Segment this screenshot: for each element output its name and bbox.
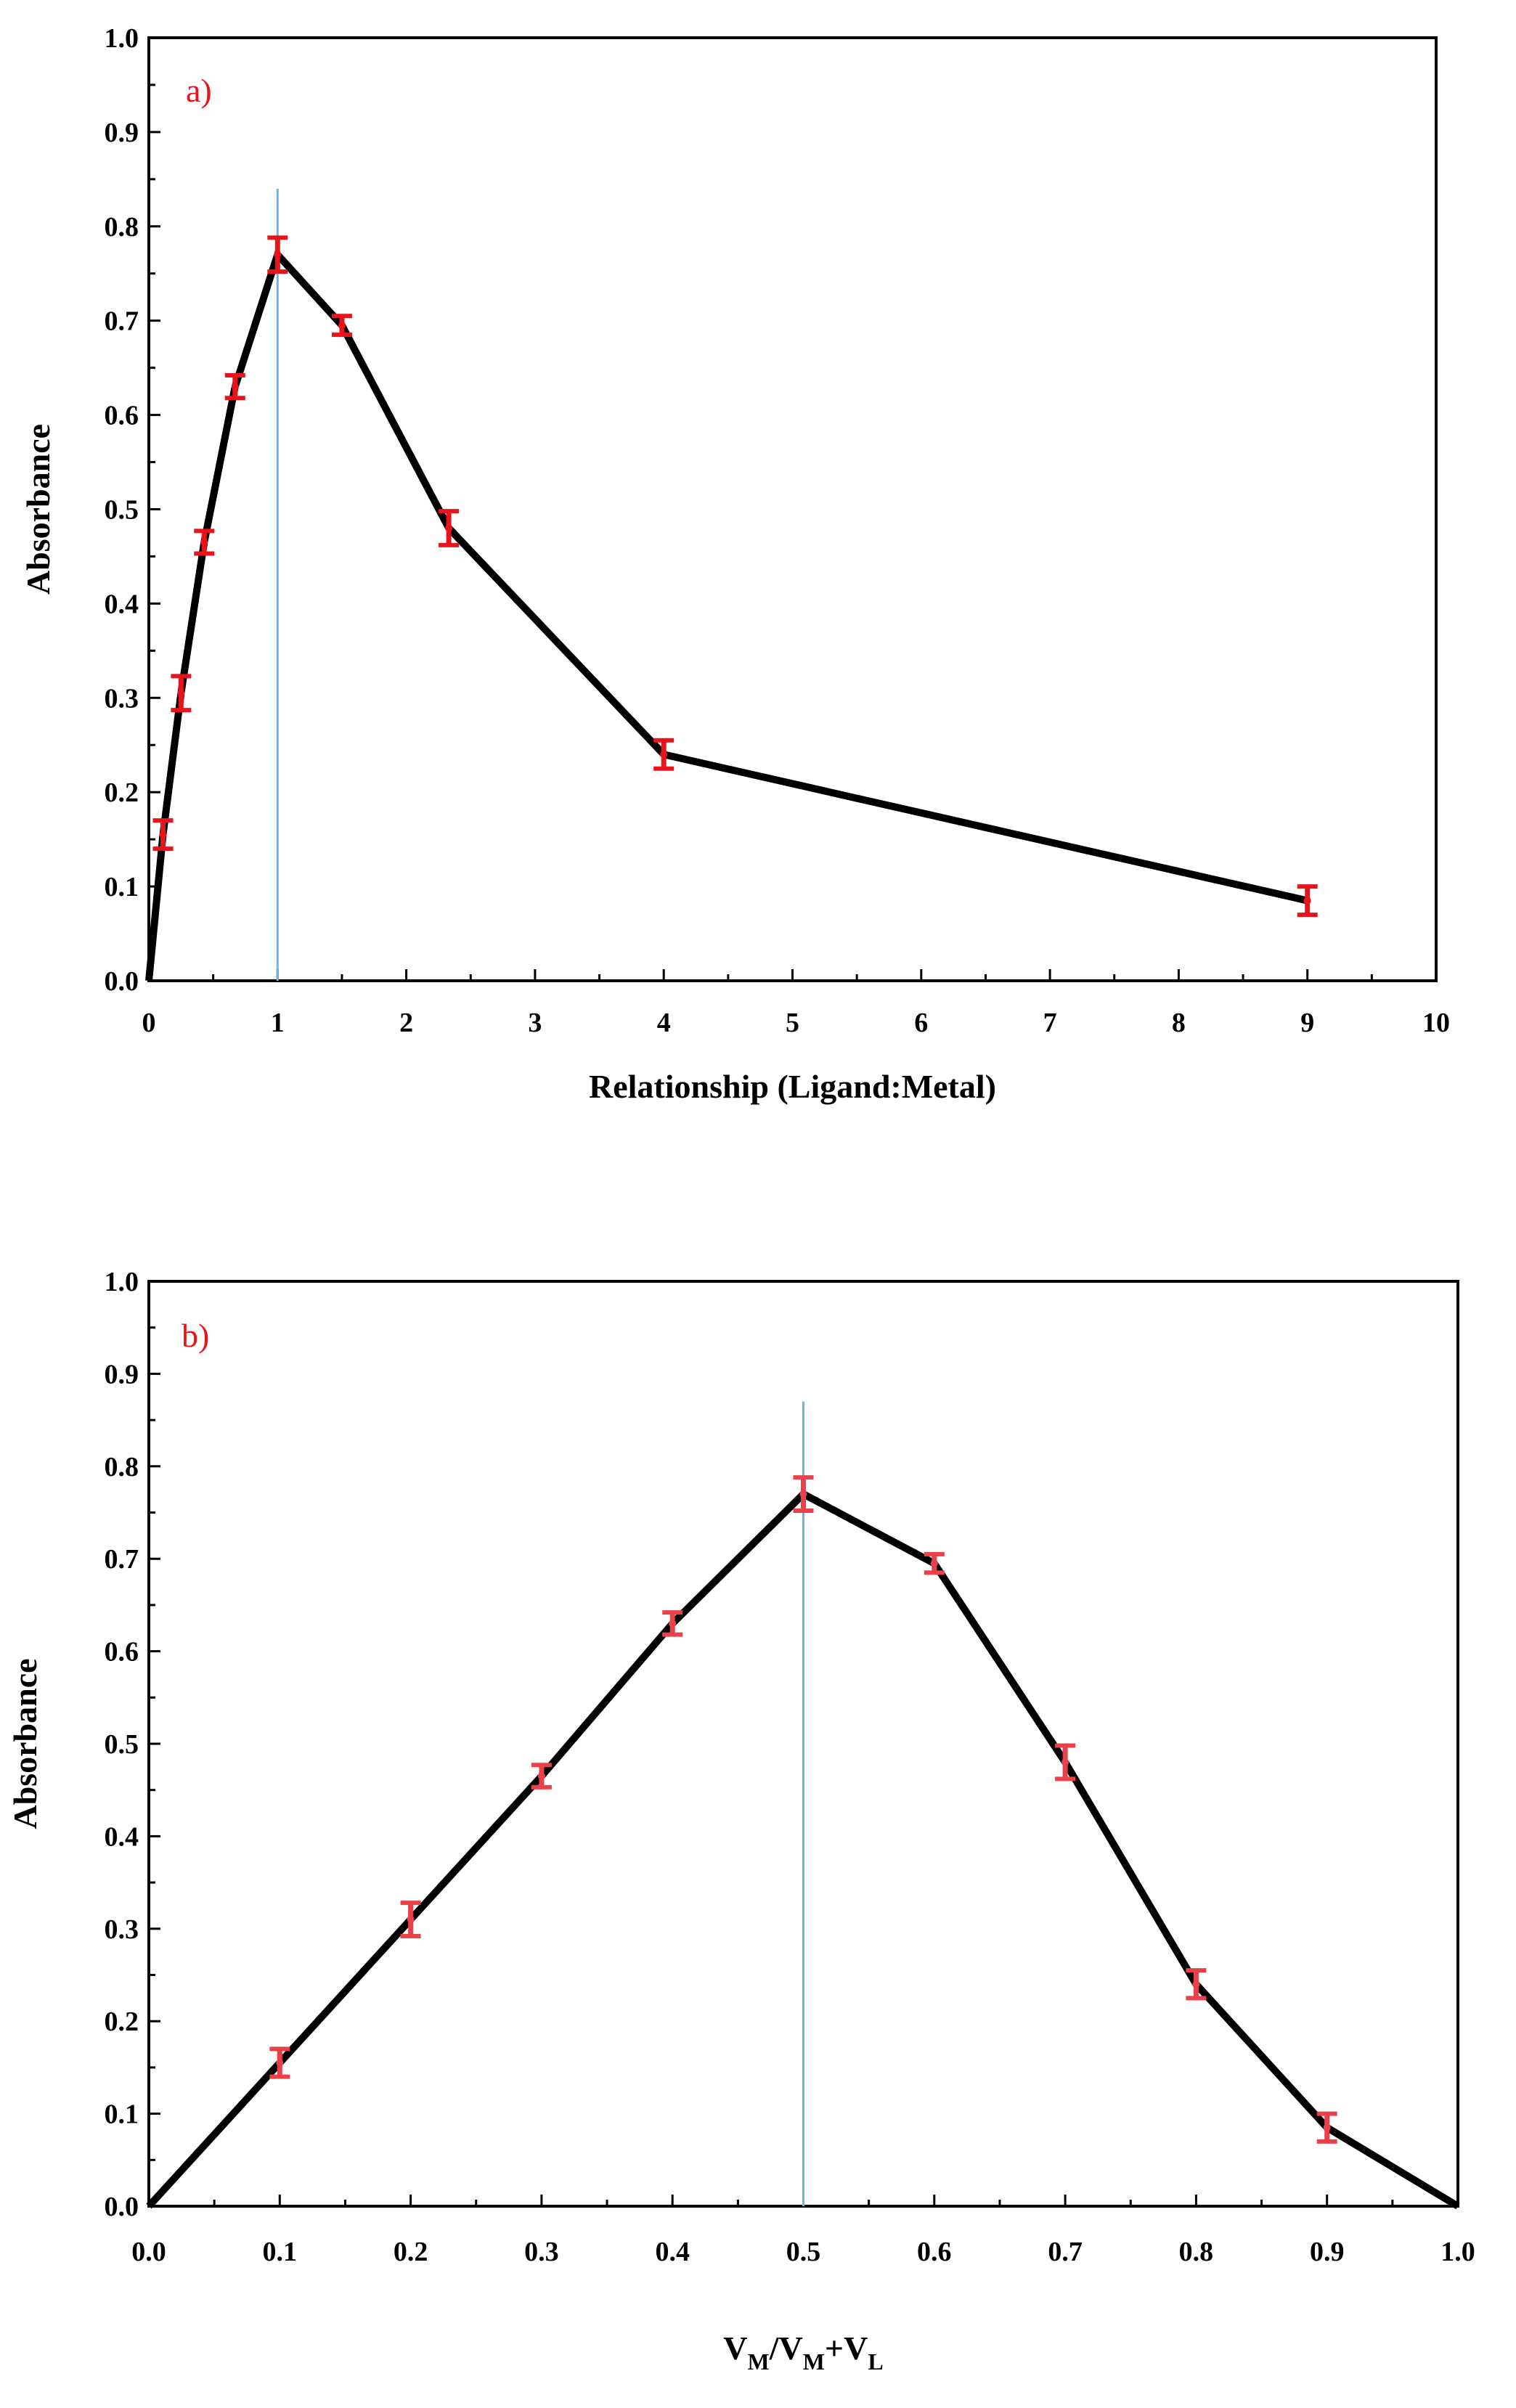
data-point xyxy=(1192,1980,1200,1988)
x-tick-label: 0.7 xyxy=(1048,2237,1083,2267)
x-tick-label: 0.0 xyxy=(131,2237,166,2267)
x-axis-title-part: +V xyxy=(825,2330,868,2367)
series-line xyxy=(145,248,1308,981)
data-point xyxy=(200,538,208,546)
x-tick-label: 0.6 xyxy=(917,2237,952,2267)
y-tick-label: 0.6 xyxy=(105,401,139,431)
data-point xyxy=(231,383,239,391)
x-axis-title-subscript: M xyxy=(803,2348,825,2375)
x-tick-label: 7 xyxy=(1043,1008,1057,1038)
data-point xyxy=(274,250,282,258)
x-tick-label: 2 xyxy=(399,1008,413,1038)
y-tick-label: 0.1 xyxy=(105,872,139,902)
error-bar xyxy=(1055,1743,1076,1781)
panel-b-chart: 0.0 0.1 0.2 0.3 0.4 0.5 0.6 0.7 0.8 0.9 1.0 0.0 0.1 0… xyxy=(7,1267,1475,2375)
x-tick-label: 10 xyxy=(1422,1008,1450,1038)
y-tick-label: 0.4 xyxy=(105,1821,139,1852)
data-point xyxy=(177,689,185,697)
y-tick-label: 0.8 xyxy=(105,1452,139,1482)
y-tick-label: 1.0 xyxy=(105,23,139,54)
x-tick-label: 0 xyxy=(142,1008,156,1038)
data-point xyxy=(1323,2123,1331,2131)
data-point xyxy=(799,1490,807,1498)
error-bar xyxy=(194,528,215,556)
error-bar xyxy=(224,373,245,401)
error-bar xyxy=(793,1475,814,1513)
x-tick-label: 0.9 xyxy=(1310,2237,1345,2267)
y-tick-label: 0.3 xyxy=(105,683,139,714)
x-tick-label: 0.2 xyxy=(394,2237,428,2267)
error-bar xyxy=(1297,884,1318,918)
x-tick-label: 0.4 xyxy=(655,2237,690,2267)
error-bar xyxy=(653,738,675,771)
error-bar xyxy=(1186,1968,1207,2001)
x-tick-label: 0.1 xyxy=(263,2237,298,2267)
data-point xyxy=(276,2059,284,2067)
data-point xyxy=(1061,1758,1069,1766)
error-bar xyxy=(269,2046,290,2079)
data-point xyxy=(660,751,668,759)
y-tick-label: 0.9 xyxy=(105,1359,139,1389)
error-bar xyxy=(152,818,174,852)
y-axis-title: Absorbance xyxy=(20,424,57,595)
y-tick-label: 0.1 xyxy=(105,2099,139,2130)
x-axis-title-subscript: M xyxy=(748,2348,770,2375)
x-tick-label: 3 xyxy=(528,1008,542,1038)
x-tick-label: 0.5 xyxy=(786,2237,821,2267)
y-tick-label: 0.0 xyxy=(105,2192,139,2222)
y-tick-label: 0.5 xyxy=(105,495,139,526)
x-tick-label: 4 xyxy=(657,1008,671,1038)
y-tick-label: 0.2 xyxy=(105,2007,139,2037)
x-tick-label: 1 xyxy=(271,1008,285,1038)
x-axis-title: VM/VM+VL xyxy=(723,2330,883,2375)
data-point xyxy=(537,1772,545,1780)
y-tick-label: 0.4 xyxy=(105,589,139,619)
y-tick-label: 0.9 xyxy=(105,118,139,148)
data-point xyxy=(930,1559,938,1567)
plot-frame xyxy=(147,36,1438,982)
y-tick-label: 1.0 xyxy=(105,1267,139,1297)
x-axis-title-part: /V xyxy=(769,2330,803,2367)
x-axis-title-part: V xyxy=(723,2330,747,2367)
y-tick-label: 0.8 xyxy=(105,212,139,242)
x-tick-label: 5 xyxy=(786,1008,799,1038)
y-axis-title: Absorbance xyxy=(7,1658,44,1829)
data-point xyxy=(669,1620,677,1628)
data-point xyxy=(407,1916,415,1924)
panel-label: b) xyxy=(182,1317,209,1354)
y-tick-label: 0.6 xyxy=(105,1637,139,1668)
y-tick-label: 0.0 xyxy=(105,966,139,997)
data-point xyxy=(1303,897,1311,905)
y-tick-label: 0.7 xyxy=(105,306,139,337)
x-tick-label: 0.8 xyxy=(1179,2237,1214,2267)
y-tick-label: 0.7 xyxy=(105,1544,139,1575)
data-point xyxy=(159,830,167,838)
error-bar xyxy=(439,509,460,547)
x-tick-label: 8 xyxy=(1172,1008,1186,1038)
data-point xyxy=(338,322,346,330)
panel-label: a) xyxy=(186,72,212,109)
y-tick-label: 0.2 xyxy=(105,778,139,808)
x-tick-label: 9 xyxy=(1300,1008,1314,1038)
error-bar xyxy=(400,1901,421,1938)
error-bar xyxy=(924,1551,945,1575)
data-point xyxy=(445,524,453,532)
error-bar xyxy=(331,314,352,338)
error-bar xyxy=(662,1610,683,1637)
y-tick-label: 0.3 xyxy=(105,1914,139,1945)
error-bar xyxy=(531,1763,552,1789)
error-bar xyxy=(171,674,192,713)
x-tick-label: 6 xyxy=(914,1008,928,1038)
error-bar xyxy=(1316,2111,1337,2144)
panel-a-chart: 0.0 0.1 0.2 0.3 0.4 0.5 0.6 0.7 0.8 0.9 1.0 0 1 2 3 4 5 6… xyxy=(20,23,1450,1105)
error-bar xyxy=(267,235,288,274)
x-tick-label: 0.3 xyxy=(524,2237,559,2267)
x-axis-title-subscript: L xyxy=(868,2348,883,2375)
x-axis-title: Relationship (Ligand:Metal) xyxy=(589,1068,996,1105)
y-tick-label: 0.5 xyxy=(105,1729,139,1760)
x-tick-label: 1.0 xyxy=(1440,2237,1475,2267)
